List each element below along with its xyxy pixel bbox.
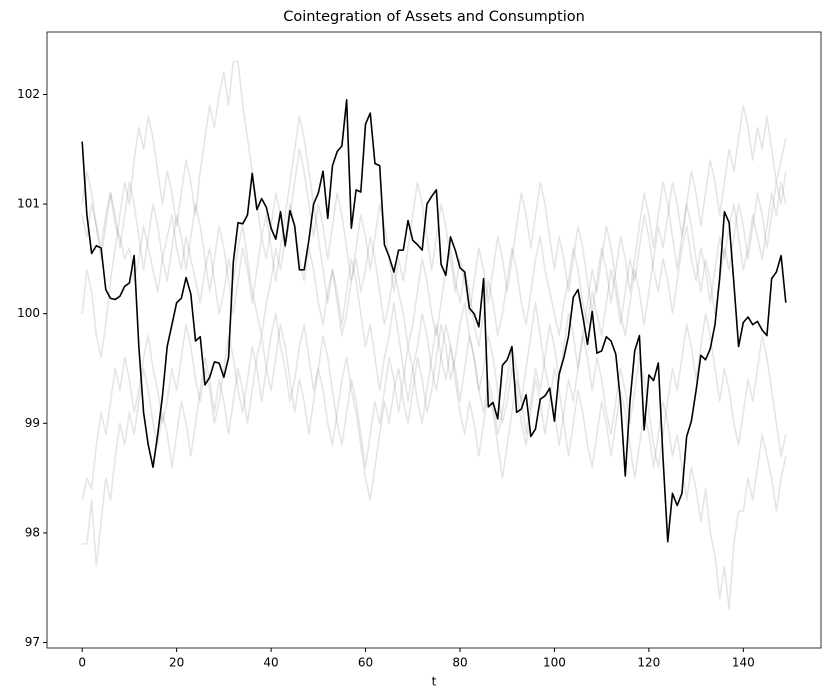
x-tick-label: 100: [543, 656, 566, 670]
series-line: [81, 301, 787, 501]
y-tick-label: 102: [17, 87, 40, 101]
x-tick-label: 140: [732, 656, 755, 670]
plot-frame: [46, 31, 822, 649]
y-tick-label: 97: [25, 635, 40, 649]
y-tick-label: 100: [17, 306, 40, 320]
y-tick-label: 98: [25, 525, 40, 539]
series-line: [81, 148, 787, 315]
x-tick-label: 120: [637, 656, 660, 670]
x-tick-label: 0: [78, 656, 86, 670]
series-line: [81, 60, 787, 479]
y-tick-label: 101: [17, 197, 40, 211]
x-axis-label: t: [432, 675, 437, 689]
series-line: [82, 301, 787, 611]
series-line: [81, 181, 787, 348]
x-tick-label: 80: [452, 656, 467, 670]
x-tick-label: 20: [169, 656, 184, 670]
x-tick-label: 60: [358, 656, 373, 670]
y-tick-label: 99: [25, 416, 40, 430]
x-tick-label: 40: [263, 656, 278, 670]
series-line: [81, 99, 787, 543]
chart-title: Cointegration of Assets and Consumption: [283, 9, 585, 25]
